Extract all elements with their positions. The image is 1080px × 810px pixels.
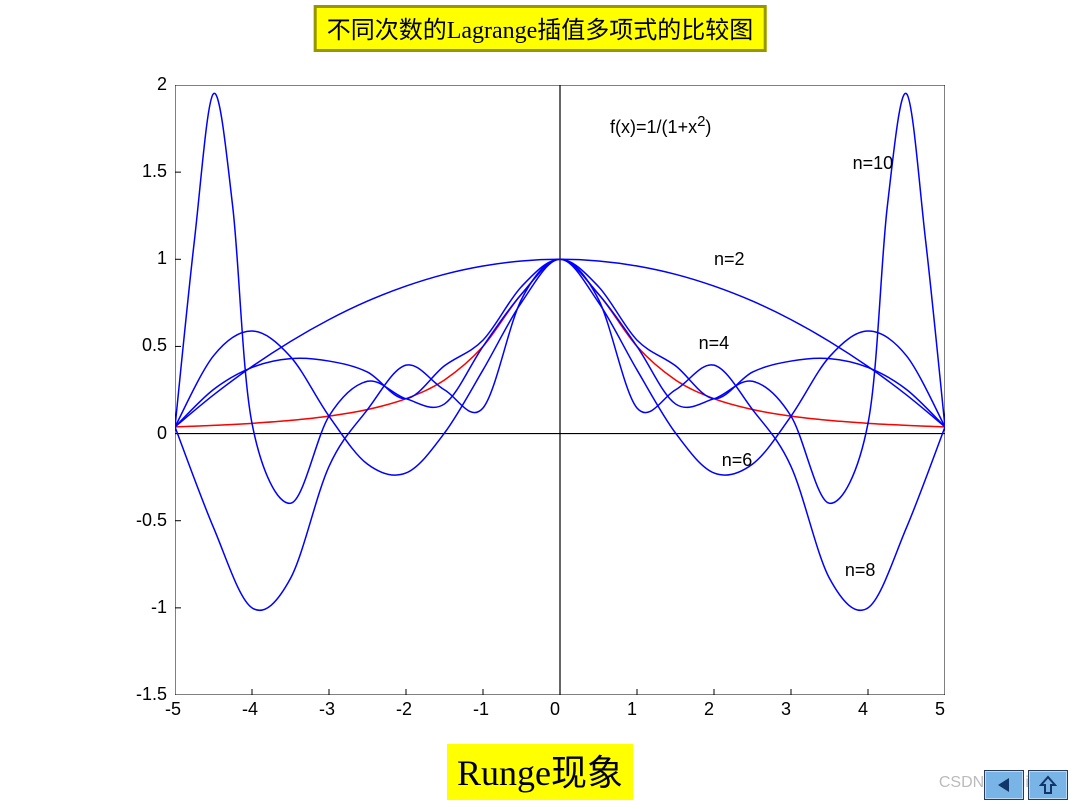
home-button[interactable]	[1028, 770, 1068, 800]
x-tick-label: -1	[473, 699, 489, 720]
y-tick-label: 1	[127, 248, 167, 269]
chart-caption: Runge现象	[447, 744, 633, 800]
plot-svg	[175, 85, 945, 695]
x-tick-label: -4	[242, 699, 258, 720]
y-tick-label: -1	[127, 597, 167, 618]
y-tick-label: 2	[127, 74, 167, 95]
x-tick-label: 5	[935, 699, 945, 720]
x-tick-label: 2	[704, 699, 714, 720]
x-tick-label: -2	[396, 699, 412, 720]
x-tick-label: 0	[550, 699, 560, 720]
plot-axes	[175, 85, 945, 695]
y-tick-label: -1.5	[127, 684, 167, 705]
y-tick-label: -0.5	[127, 510, 167, 531]
annotation: n=10	[853, 153, 894, 174]
prev-button[interactable]	[984, 770, 1024, 800]
annotation: n=8	[845, 560, 876, 581]
x-tick-label: -5	[165, 699, 181, 720]
annotation: n=4	[699, 333, 730, 354]
y-tick-label: 0	[127, 423, 167, 444]
annotation: f(x)=1/(1+x2)	[610, 113, 711, 138]
plot-area: -5-4-3-2-1012345-1.5-1-0.500.511.52 f(x)…	[175, 85, 945, 695]
y-tick-label: 1.5	[127, 161, 167, 182]
triangle-left-icon	[994, 775, 1014, 795]
annotation: n=6	[722, 450, 753, 471]
y-tick-label: 0.5	[127, 335, 167, 356]
x-tick-label: 3	[781, 699, 791, 720]
x-tick-label: 1	[627, 699, 637, 720]
chart-title: 不同次数的Lagrange插值多项式的比较图	[314, 5, 767, 52]
x-tick-label: -3	[319, 699, 335, 720]
x-tick-label: 4	[858, 699, 868, 720]
arrow-up-icon	[1038, 775, 1058, 795]
annotation: n=2	[714, 249, 745, 270]
